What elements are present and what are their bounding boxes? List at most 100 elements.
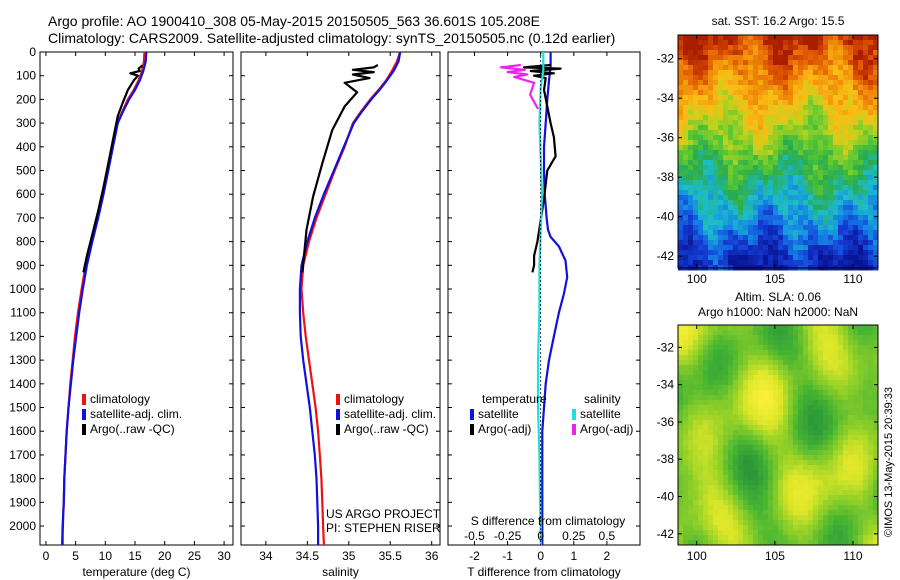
sla_map-cell xyxy=(808,510,814,516)
sst_map-cell xyxy=(748,210,754,216)
sla_map-cell xyxy=(818,485,824,491)
sst_map-cell xyxy=(873,245,879,251)
sst_map-cell xyxy=(838,70,844,76)
sst_map-cell xyxy=(858,100,864,106)
sla_map-cell xyxy=(743,475,749,481)
sst_map-cell xyxy=(703,260,709,266)
sst_map-cell xyxy=(838,60,844,66)
sst_map-cell xyxy=(723,120,729,126)
sla_map-cell xyxy=(813,360,819,366)
sla_map-cell xyxy=(803,350,809,356)
sla_map-cell xyxy=(828,510,834,516)
sla_map-cell xyxy=(813,425,819,431)
sla_map-cell xyxy=(773,435,779,441)
sla_map-cell xyxy=(763,505,769,511)
sst_map-cell xyxy=(723,125,729,131)
sla_map-field xyxy=(678,325,879,546)
sst_map-cell xyxy=(808,220,814,226)
sst_map-cell xyxy=(678,35,684,41)
sla_map-cell xyxy=(803,420,809,426)
sla_map-cell xyxy=(753,350,759,356)
sla_map-cell xyxy=(678,360,684,366)
sla_map-cell xyxy=(858,475,864,481)
sst_map-cell xyxy=(773,100,779,106)
sst_map-cell xyxy=(738,205,744,211)
sla_map-cell xyxy=(868,420,874,426)
sst_map-cell xyxy=(763,65,769,71)
sla_map-cell xyxy=(733,450,739,456)
sla_map-cell xyxy=(793,375,799,381)
sst_map-cell xyxy=(693,225,699,231)
sla_map-cell xyxy=(763,480,769,486)
sla_map-cell xyxy=(833,440,839,446)
sla_map-cell xyxy=(778,325,784,331)
sst_map-cell xyxy=(843,200,849,206)
sla_map-cell xyxy=(788,345,794,351)
sst_map-cell xyxy=(718,160,724,166)
sla_map-cell xyxy=(783,505,789,511)
sla_map-cell xyxy=(788,460,794,466)
sst_map-cell xyxy=(768,215,774,221)
sla_map-cell xyxy=(833,495,839,501)
sst_map-cell xyxy=(783,215,789,221)
sst_map-cell xyxy=(793,215,799,221)
sst_map-cell xyxy=(718,120,724,126)
sla_map-cell xyxy=(738,405,744,411)
sla_map-cell xyxy=(853,450,859,456)
sla_map-cell xyxy=(768,390,774,396)
sla_map-cell xyxy=(763,535,769,541)
sst_map-cell xyxy=(698,120,704,126)
sla_map-cell xyxy=(678,470,684,476)
sla_map-cell xyxy=(678,540,684,546)
sla_map-cell xyxy=(868,450,874,456)
sst_map-cell xyxy=(813,100,819,106)
sst_map-cell xyxy=(683,235,689,241)
sst_map-cell xyxy=(723,260,729,266)
sla_map-cell xyxy=(713,505,719,511)
sla_map-cell xyxy=(743,485,749,491)
sla_map-cell xyxy=(778,520,784,526)
sst_map-cell xyxy=(808,240,814,246)
sst_map-cell xyxy=(748,120,754,126)
sla_map-cell xyxy=(858,440,864,446)
sla_map-cell xyxy=(773,330,779,336)
sla_map-cell xyxy=(868,515,874,521)
sst_map-cell xyxy=(703,195,709,201)
sst_map-cell xyxy=(798,190,804,196)
sla_map-cell xyxy=(813,400,819,406)
sla_map-cell xyxy=(713,470,719,476)
sla_map-cell xyxy=(858,425,864,431)
sst_map-cell xyxy=(748,70,754,76)
sla_map-cell xyxy=(863,490,869,496)
sst_map-cell xyxy=(758,140,764,146)
sla_map-cell xyxy=(733,400,739,406)
sst_map-cell xyxy=(813,70,819,76)
sla_map-cell xyxy=(798,510,804,516)
sla_map-cell xyxy=(753,455,759,461)
sla_map-cell xyxy=(683,430,689,436)
sst_map-cell xyxy=(783,230,789,236)
sst_map-cell xyxy=(788,60,794,66)
sst_map-cell xyxy=(733,100,739,106)
sst_map-cell xyxy=(693,180,699,186)
sst_map-cell xyxy=(763,155,769,161)
sst_map-cell xyxy=(728,215,734,221)
sla_map-cell xyxy=(693,450,699,456)
sla_map-cell xyxy=(863,525,869,531)
sla_map-cell xyxy=(743,350,749,356)
sla_map-cell xyxy=(823,420,829,426)
sla_map-cell xyxy=(848,520,854,526)
sst_map-cell xyxy=(688,195,694,201)
sla_map-cell xyxy=(843,345,849,351)
sla_map-cell xyxy=(833,450,839,456)
sst_map-cell xyxy=(798,105,804,111)
sst_map-cell xyxy=(838,45,844,51)
sst_map-cell xyxy=(868,130,874,136)
sst_map-cell xyxy=(778,195,784,201)
sla_map-cell xyxy=(758,435,764,441)
sla_map-cell xyxy=(753,510,759,516)
sla_map-cell xyxy=(868,380,874,386)
sla_map-cell xyxy=(698,335,704,341)
sla_map-cell xyxy=(703,430,709,436)
sst_map-cell xyxy=(688,40,694,46)
